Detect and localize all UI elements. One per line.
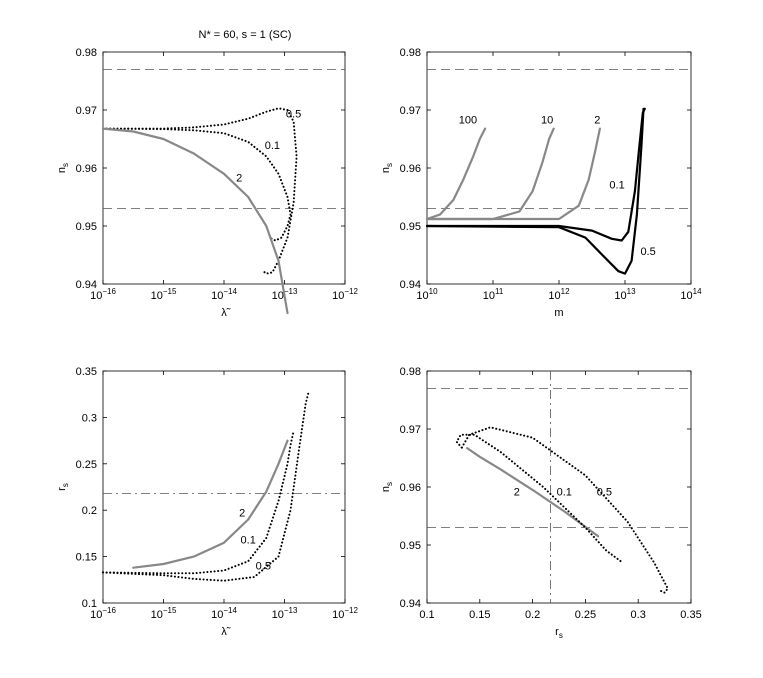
y-tick-label: 0.25	[76, 459, 97, 471]
series-line-0.5	[102, 107, 298, 275]
curve-label: 2	[236, 172, 242, 184]
x-tick-label: 10−13	[272, 606, 298, 621]
curve-label: 0.5	[286, 109, 301, 121]
x-tick-label: 10−16	[90, 606, 116, 621]
y-tick-label: 0.97	[400, 424, 421, 436]
curve-label: 0.5	[256, 561, 271, 573]
series-line-0.5	[460, 426, 669, 594]
series-line-2	[132, 439, 289, 569]
y-tick-label: 0.94	[400, 279, 421, 291]
y-tick-label: 0.98	[400, 366, 421, 378]
axes-frame	[102, 370, 346, 604]
y-tick-label: 0.97	[76, 105, 97, 117]
x-tick-label: 1013	[614, 287, 636, 302]
panel-p2: 1010 1011 1012 1013 1014 0.94 0.95 0.96 0.97 0.98…	[380, 47, 702, 319]
axes-frame	[102, 51, 346, 285]
y-tick-label: 0.98	[76, 47, 97, 59]
series-line-2	[101, 127, 289, 315]
panel-p4: 0.1 0.15 0.2 0.25 0.3 0.35 0.94 0.95 0.96 0.97 0.9…	[380, 366, 702, 640]
x-tick-label: 10−12	[332, 606, 358, 621]
x-axis-label: λ̃	[221, 307, 231, 319]
x-tick-label: 10−16	[90, 287, 116, 302]
x-tick-label: 1012	[548, 287, 570, 302]
series-line-0.1	[425, 107, 646, 242]
y-axis-label: ns	[380, 163, 394, 173]
y-axis-label: ns	[56, 163, 70, 173]
curve-label: 0.5	[597, 487, 612, 499]
y-tick-label: 0.95	[400, 540, 421, 552]
y-axis-label: ns	[380, 482, 394, 492]
panels: 10−16 10−15 10−14 10−13 10−12 0.94 0.95 0.96 0.9…	[56, 47, 702, 640]
x-axis-label: m	[554, 307, 563, 319]
x-tick-label: 10−14	[211, 606, 237, 621]
y-tick-label: 0.98	[400, 47, 421, 59]
x-tick-label: 1010	[416, 287, 438, 302]
panel-p1: 10−16 10−15 10−14 10−13 10−12 0.94 0.95 0.96 0.9…	[56, 47, 358, 319]
x-tick-label: 0.3	[631, 609, 646, 621]
y-axis-label: rs	[56, 483, 70, 491]
series-line-0.5	[102, 390, 310, 582]
series-line-10	[425, 127, 555, 221]
x-tick-label: 10−12	[332, 287, 358, 302]
curve-label: 2	[514, 487, 520, 499]
y-tick-label: 0.97	[400, 105, 421, 117]
x-axis-label: λ̃	[221, 626, 231, 638]
panel-p3: 10−16 10−15 10−14 10−13 10−12 0.1 0.15 0.2 0.25 0…	[56, 366, 358, 638]
x-tick-label: 0.2	[525, 609, 540, 621]
series-line-0.1	[102, 430, 295, 575]
series-line-100	[425, 127, 487, 221]
curve-label: 0.1	[241, 535, 256, 547]
x-tick-label: 1011	[483, 287, 504, 302]
series-line-2	[425, 127, 602, 221]
series-line-0.5	[425, 107, 645, 275]
x-tick-label: 1014	[680, 287, 702, 302]
curve-label: 10	[541, 114, 553, 126]
y-tick-label: 0.96	[400, 163, 421, 175]
y-tick-label: 0.2	[82, 505, 97, 517]
y-tick-label: 0.95	[400, 221, 421, 233]
x-tick-label: 0.35	[680, 609, 701, 621]
y-tick-label: 0.35	[76, 366, 97, 378]
x-tick-label: 0.1	[419, 609, 434, 621]
curve-label: 0.5	[640, 246, 655, 258]
x-tick-label: 10−14	[211, 287, 237, 302]
curve-label: 0.1	[265, 140, 280, 152]
x-tick-label: 0.25	[575, 609, 596, 621]
x-tick-label: 10−15	[151, 287, 177, 302]
series-line-0.1	[102, 127, 292, 242]
y-tick-label: 0.15	[76, 552, 97, 564]
x-tick-label: 0.15	[469, 609, 490, 621]
y-tick-label: 0.1	[82, 598, 97, 610]
curve-label: 0.1	[557, 487, 572, 499]
curve-label: 0.1	[609, 179, 624, 191]
y-tick-label: 0.96	[76, 163, 97, 175]
y-tick-label: 0.95	[76, 221, 97, 233]
curve-label: 100	[459, 114, 477, 126]
curve-label: 2	[594, 114, 600, 126]
curve-label: 2	[239, 508, 245, 520]
series-line-0.1	[455, 433, 624, 564]
x-tick-label: 10−15	[151, 606, 177, 621]
series-line-2	[466, 447, 600, 538]
y-tick-label: 0.94	[400, 598, 421, 610]
x-axis-label: rs	[555, 626, 563, 640]
y-tick-label: 0.94	[76, 279, 97, 291]
figure-title: N* = 60, s = 1 (SC)	[199, 29, 292, 41]
x-tick-label: 10−13	[272, 287, 298, 302]
y-tick-label: 0.3	[82, 412, 97, 424]
y-tick-label: 0.96	[400, 482, 421, 494]
